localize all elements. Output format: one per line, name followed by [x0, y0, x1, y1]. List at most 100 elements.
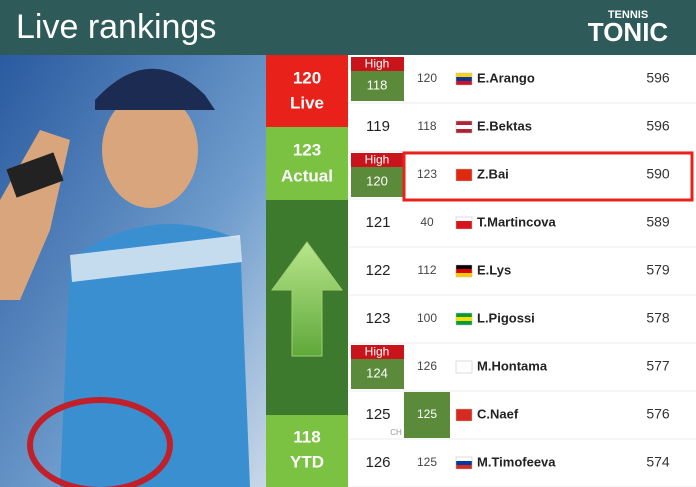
rank: 122 [365, 262, 390, 279]
high-label-box [351, 153, 404, 167]
points: 579 [646, 262, 670, 278]
flag-stripe [456, 369, 472, 373]
flag-border [455, 168, 473, 182]
player-name: M.Timofeeva [477, 454, 556, 469]
flag-stripe [456, 221, 472, 225]
points: 589 [646, 214, 670, 230]
ytd-box [266, 415, 348, 487]
flag-stripe [456, 269, 472, 273]
high-label: High [365, 345, 390, 359]
flag-stripe [456, 313, 472, 317]
player-name: M.Hontama [477, 358, 548, 373]
career-high-label: CH [390, 428, 402, 437]
flag-border [455, 264, 473, 278]
prev-box [404, 392, 450, 438]
flag-border [455, 216, 473, 230]
player-name: E.Lys [477, 262, 511, 277]
points: 596 [646, 118, 670, 134]
player-name: E.Arango [477, 70, 535, 85]
flag-stripe [456, 225, 472, 229]
rank: 118 [367, 77, 388, 92]
rank: 125 [365, 406, 390, 423]
flag-stripe [456, 409, 472, 413]
flag-stripe [456, 169, 472, 173]
title: Live rankings [16, 8, 216, 46]
flag-stripe [456, 125, 472, 129]
live-label: Live [290, 93, 324, 112]
flag-stripe [456, 365, 472, 369]
flag-stripe [456, 177, 472, 181]
flag-stripe [456, 129, 472, 133]
rank: 126 [365, 454, 390, 471]
prev-rank: 126 [417, 359, 437, 373]
high-label-box [351, 57, 404, 71]
flag-border [455, 360, 473, 374]
prev-rank: 40 [420, 215, 434, 229]
high-label: High [365, 57, 390, 71]
prev-rank: 112 [417, 263, 436, 277]
flag-stripe [456, 465, 472, 469]
flag-border [455, 72, 473, 86]
highlight-frame [402, 151, 694, 202]
flag-stripe [456, 273, 472, 277]
flag-stripe [456, 81, 472, 85]
high-label-box [351, 345, 404, 359]
live-box [266, 55, 348, 127]
prev-rank: 125 [417, 455, 437, 469]
flag-stripe [456, 361, 472, 365]
points: 577 [646, 358, 670, 374]
prev-rank: 125 [417, 407, 437, 421]
prev-rank: 118 [417, 119, 436, 133]
prev-rank: 123 [417, 167, 437, 181]
flag-stripe [456, 173, 472, 177]
rank: 119 [366, 118, 390, 135]
actual-label: Actual [281, 166, 333, 185]
ytd-value: 118 [293, 427, 320, 446]
flag-stripe [456, 121, 472, 125]
flag-border [455, 120, 473, 134]
flag-stripe [456, 417, 472, 421]
header-bar [0, 0, 696, 55]
flag-border [455, 312, 473, 326]
logo: TONIC [588, 17, 669, 47]
actual-value: 123 [293, 140, 321, 159]
prev-rank: 100 [417, 311, 437, 325]
flag-stripe [456, 413, 472, 417]
points: 576 [646, 406, 670, 422]
rank-box [351, 359, 404, 389]
rank-box [351, 167, 404, 197]
rank-box [351, 71, 404, 101]
rank: 121 [365, 214, 390, 231]
flag-stripe [456, 73, 472, 77]
player-photo [0, 55, 266, 487]
player-name: Z.Bai [477, 166, 509, 181]
flag-stripe [456, 77, 472, 81]
logo-top: TENNIS [608, 9, 648, 21]
up-arrow [271, 241, 343, 357]
flag-border [455, 408, 473, 422]
points: 574 [646, 454, 670, 470]
flag-stripe [456, 217, 472, 221]
points: 590 [646, 166, 670, 182]
player-name: T.Martincova [477, 214, 557, 229]
rank: 120 [366, 173, 388, 188]
flag-border [455, 456, 473, 470]
actual-box [266, 127, 348, 200]
high-label: High [365, 153, 390, 167]
points: 596 [646, 70, 670, 86]
flag-stripe [456, 317, 472, 321]
rankings-table: High 118 120 E.Arango 596 119 118 E.Bektas 596 Hi… [348, 57, 696, 487]
points: 578 [646, 310, 670, 326]
live-value: 120 [293, 68, 321, 87]
player-name: E.Bektas [477, 118, 532, 133]
rank: 123 [365, 310, 390, 327]
flag-stripe [456, 321, 472, 325]
flag-stripe [456, 461, 472, 465]
player-name: L.Pigossi [477, 310, 535, 325]
rank: 124 [366, 365, 388, 380]
flag-stripe [456, 457, 472, 461]
flag-stripe [456, 265, 472, 269]
player-name: C.Naef [477, 406, 519, 421]
prev-rank: 120 [417, 71, 437, 85]
